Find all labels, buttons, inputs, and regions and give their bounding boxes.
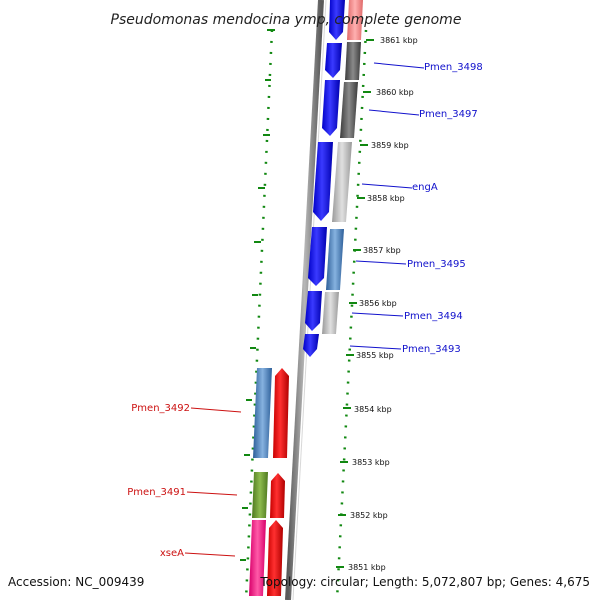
- cog-block-salmon: [347, 0, 363, 40]
- cog-block-pink: [249, 520, 266, 596]
- gene-label[interactable]: Pmen_3498: [424, 62, 483, 73]
- kbp-tick-label: 3854 kbp: [354, 405, 392, 414]
- cog-block-olive: [252, 472, 268, 518]
- forward-strand-genes: [303, 0, 345, 357]
- reverse-strand-genes: [267, 368, 289, 596]
- cog-block-dark: [345, 42, 361, 80]
- kbp-tick-label: 3861 kbp: [380, 36, 418, 45]
- kbp-tick-label: 3858 kbp: [367, 194, 405, 203]
- gene-arrow-forward[interactable]: [322, 80, 340, 136]
- gene-label[interactable]: Pmen_3491: [127, 487, 186, 498]
- map-title: Pseudomonas mendocina ymp, complete geno…: [111, 12, 462, 28]
- kbp-scale: 3861 kbp 3860 kbp 3859 kbp 3858 kbp 3857…: [336, 36, 418, 572]
- cog-block-steelblue: [253, 368, 272, 458]
- genome-backbone: [285, 0, 324, 600]
- accession-label: Accession: NC_009439: [8, 575, 144, 589]
- kbp-tick-label: 3856 kbp: [359, 299, 397, 308]
- left-track-marks: [240, 29, 275, 561]
- gene-arrow-forward[interactable]: [303, 334, 319, 357]
- kbp-tick-label: 3853 kbp: [352, 458, 390, 467]
- cog-block-grey: [322, 292, 339, 334]
- gene-label[interactable]: Pmen_3497: [419, 109, 478, 120]
- gene-label[interactable]: Pmen_3493: [402, 344, 461, 355]
- gene-arrow-reverse[interactable]: [273, 368, 289, 458]
- gene-label[interactable]: Pmen_3495: [407, 259, 466, 270]
- gene-label[interactable]: xseA: [160, 548, 184, 559]
- gene-arrow-forward[interactable]: [308, 227, 327, 286]
- gene-arrow-forward[interactable]: [329, 0, 345, 40]
- kbp-tick-label: 3851 kbp: [348, 563, 386, 572]
- genome-summary: Topology: circular; Length: 5,072,807 bp…: [259, 575, 590, 589]
- kbp-tick-label: 3857 kbp: [363, 246, 401, 255]
- gene-label[interactable]: engA: [412, 182, 438, 193]
- gene-arrow-forward[interactable]: [305, 291, 322, 331]
- gene-arrow-forward[interactable]: [313, 142, 333, 221]
- gene-label[interactable]: Pmen_3492: [131, 403, 190, 414]
- cog-block-steelblue: [326, 229, 344, 290]
- gene-label[interactable]: Pmen_3494: [404, 311, 463, 322]
- gene-arrow-reverse[interactable]: [267, 520, 283, 596]
- cog-block-grey: [332, 142, 352, 222]
- cog-block-dark: [340, 82, 358, 138]
- forward-gene-labels: Pmen_3498 Pmen_3497 engA Pmen_3495 Pmen_…: [349, 62, 483, 355]
- kbp-tick-label: 3855 kbp: [356, 351, 394, 360]
- reverse-gene-labels: Pmen_3492 Pmen_3491 xseA: [127, 403, 242, 559]
- gene-arrow-reverse[interactable]: [270, 473, 285, 518]
- cog-category-track: [249, 0, 363, 596]
- kbp-tick-label: 3860 kbp: [376, 88, 414, 97]
- gene-arrow-forward[interactable]: [325, 43, 342, 78]
- kbp-tick-label: 3852 kbp: [350, 511, 388, 520]
- kbp-tick-label: 3859 kbp: [371, 141, 409, 150]
